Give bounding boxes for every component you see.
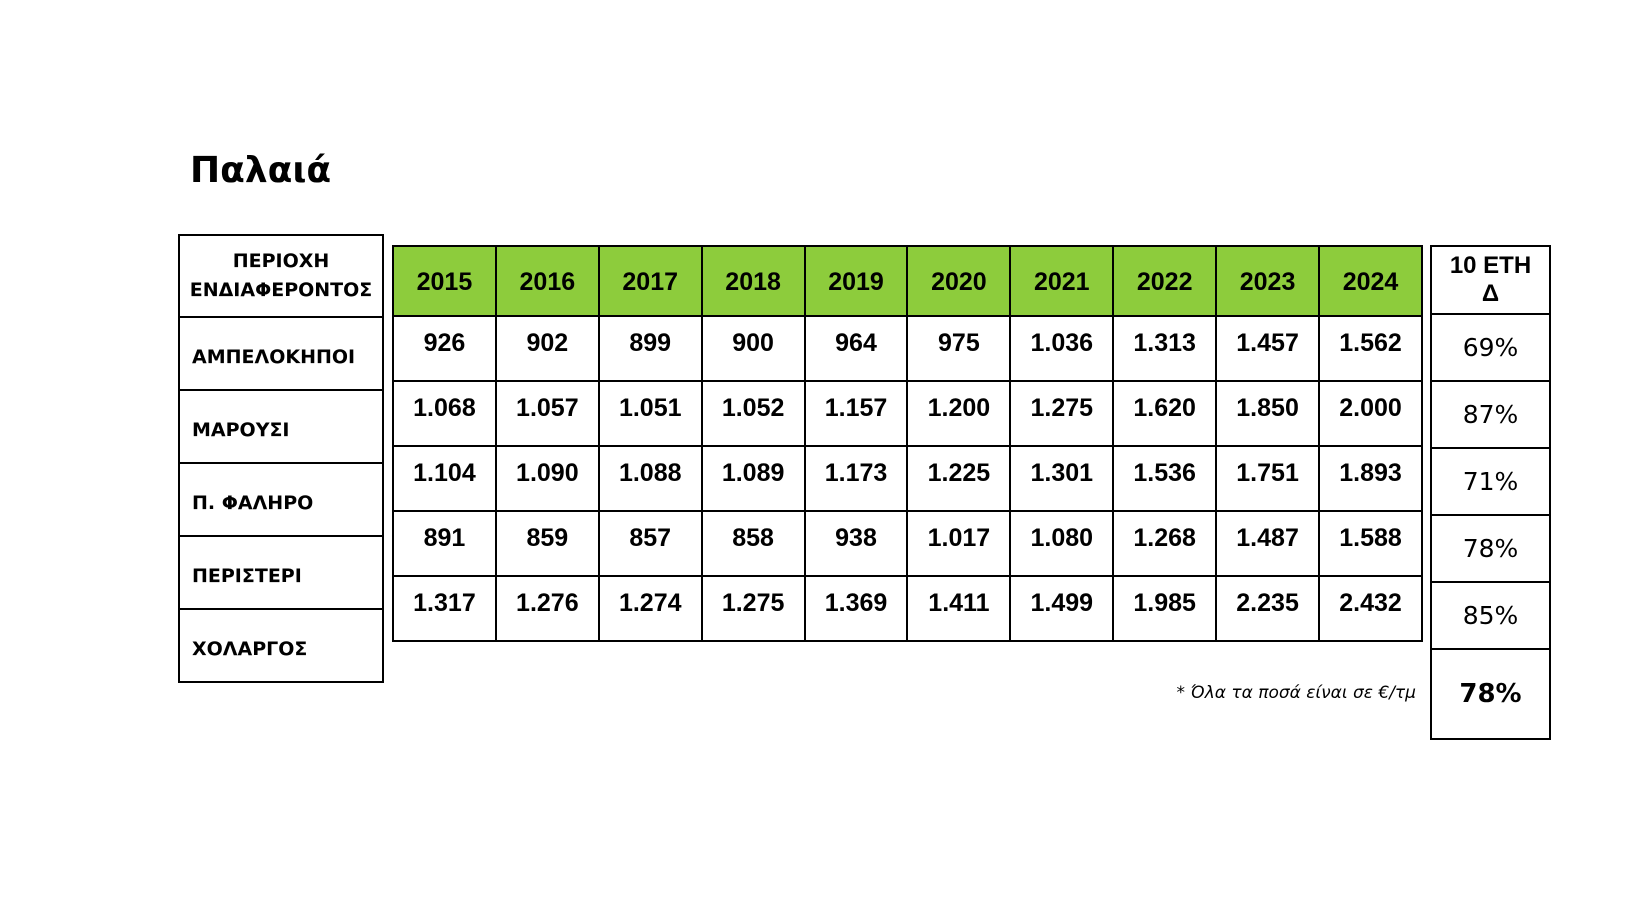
change-cell: 78%	[1430, 514, 1551, 583]
price-cell: 2.432	[1318, 575, 1423, 642]
region-row: ΑΜΠΕΛΟΚΗΠΟΙ	[178, 316, 384, 391]
change-row: 85%	[1430, 581, 1551, 650]
price-cell: 1.369	[803, 575, 909, 642]
region-name: ΠΕΡΙΣΤΕΡΙ	[178, 535, 384, 610]
price-cell: 1.274	[597, 575, 703, 642]
change-cell: 87%	[1430, 380, 1551, 449]
price-cell: 900	[700, 315, 806, 382]
price-cell: 975	[906, 315, 1012, 382]
change-row: 71%	[1430, 447, 1551, 516]
price-cell: 1.088	[597, 445, 703, 512]
region-name: ΑΜΠΕΛΟΚΗΠΟΙ	[178, 316, 384, 391]
region-name: ΜΑΡΟΥΣΙ	[178, 389, 384, 464]
price-cell: 1.301	[1009, 445, 1115, 512]
change-row: 87%	[1430, 380, 1551, 449]
price-cell: 1.893	[1318, 445, 1423, 512]
change-cell: 85%	[1430, 581, 1551, 650]
region-header-line-1: ΠΕΡΙΟΧΗ	[232, 250, 330, 272]
price-cell: 1.275	[700, 575, 806, 642]
change-header: 10 ΕΤΗ Δ	[1430, 245, 1551, 315]
price-cell: 1.173	[803, 445, 909, 512]
average-change-cell: 78%	[1430, 648, 1551, 740]
region-row: Π. ΦΑΛΗΡΟ	[178, 462, 384, 537]
price-cell: 1.588	[1318, 510, 1423, 577]
year-header: 2017	[597, 245, 703, 317]
price-cell: 1.487	[1215, 510, 1321, 577]
year-header: 2018	[700, 245, 806, 317]
year-header: 2022	[1112, 245, 1218, 317]
price-cell: 899	[597, 315, 703, 382]
price-cell: 1.276	[494, 575, 600, 642]
price-cell: 1.499	[1009, 575, 1115, 642]
footnote: * Όλα τα ποσά είναι σε €/τμ	[1176, 683, 1416, 703]
price-cell: 1.985	[1112, 575, 1218, 642]
region-header: ΠΕΡΙΟΧΗ ΕΝΔΙΑΦΕΡΟΝΤΟΣ	[178, 234, 384, 318]
price-cell: 1.157	[803, 380, 909, 447]
year-header: 2020	[906, 245, 1012, 317]
price-cell: 1.275	[1009, 380, 1115, 447]
price-cell: 1.850	[1215, 380, 1321, 447]
price-cell: 1.104	[392, 445, 497, 512]
change-row: 78%	[1430, 514, 1551, 583]
table-row: 1.317 1.276 1.274 1.275 1.369 1.411 1.499 1.985…	[392, 575, 1423, 642]
table-row: 926 902 899 900 964 975 1.036 1.313 1.457 1.562	[392, 315, 1423, 382]
page-title: Παλαιά	[190, 150, 332, 191]
change-table: 10 ΕΤΗ Δ 69% 87% 71% 78% 85% 78%	[1430, 245, 1551, 740]
region-table: ΠΕΡΙΟΧΗ ΕΝΔΙΑΦΕΡΟΝΤΟΣ ΑΜΠΕΛΟΚΗΠΟΙ ΜΑΡΟΥΣΙ…	[178, 234, 384, 683]
year-header: 2023	[1215, 245, 1321, 317]
price-cell: 1.051	[597, 380, 703, 447]
price-cell: 858	[700, 510, 806, 577]
price-cell: 1.536	[1112, 445, 1218, 512]
price-cell: 1.317	[392, 575, 497, 642]
price-cell: 2.000	[1318, 380, 1423, 447]
year-header: 2021	[1009, 245, 1115, 317]
price-cell: 2.235	[1215, 575, 1321, 642]
average-row: 78%	[1430, 648, 1551, 740]
price-cell: 859	[494, 510, 600, 577]
change-header-line-2: Δ	[1481, 280, 1500, 307]
price-cell: 1.411	[906, 575, 1012, 642]
price-cell: 1.562	[1318, 315, 1423, 382]
table-row: 1.104 1.090 1.088 1.089 1.173 1.225 1.301 1.536…	[392, 445, 1423, 512]
price-cell: 1.036	[1009, 315, 1115, 382]
year-header: 2015	[392, 245, 497, 317]
price-table: 2015 2016 2017 2018 2019 2020 2021 2022 2023 2024…	[392, 245, 1423, 642]
price-cell: 1.457	[1215, 315, 1321, 382]
table-row: 1.068 1.057 1.051 1.052 1.157 1.200 1.275 1.620…	[392, 380, 1423, 447]
price-cell: 1.052	[700, 380, 806, 447]
year-header-row: 2015 2016 2017 2018 2019 2020 2021 2022 2023 2024	[392, 245, 1423, 317]
price-cell: 1.620	[1112, 380, 1218, 447]
price-cell: 1.200	[906, 380, 1012, 447]
change-row: 69%	[1430, 313, 1551, 382]
region-row: ΧΟΛΑΡΓΟΣ	[178, 608, 384, 683]
price-cell: 1.080	[1009, 510, 1115, 577]
price-cell: 891	[392, 510, 497, 577]
price-cell: 926	[392, 315, 497, 382]
price-cell: 1.017	[906, 510, 1012, 577]
region-row: ΠΕΡΙΣΤΕΡΙ	[178, 535, 384, 610]
price-cell: 857	[597, 510, 703, 577]
price-cell: 1.068	[392, 380, 497, 447]
price-cell: 938	[803, 510, 909, 577]
region-name: Π. ΦΑΛΗΡΟ	[178, 462, 384, 537]
price-cell: 1.089	[700, 445, 806, 512]
price-cell: 902	[494, 315, 600, 382]
change-header-line-1: 10 ΕΤΗ	[1449, 252, 1532, 279]
price-cell: 1.751	[1215, 445, 1321, 512]
change-cell: 71%	[1430, 447, 1551, 516]
price-cell: 1.268	[1112, 510, 1218, 577]
price-cell: 964	[803, 315, 909, 382]
price-cell: 1.225	[906, 445, 1012, 512]
region-name: ΧΟΛΑΡΓΟΣ	[178, 608, 384, 683]
price-cell: 1.090	[494, 445, 600, 512]
year-header: 2019	[803, 245, 909, 317]
region-row: ΜΑΡΟΥΣΙ	[178, 389, 384, 464]
year-header: 2024	[1318, 245, 1423, 317]
price-cell: 1.057	[494, 380, 600, 447]
region-header-line-2: ΕΝΔΙΑΦΕΡΟΝΤΟΣ	[189, 279, 373, 301]
price-cell: 1.313	[1112, 315, 1218, 382]
year-header: 2016	[494, 245, 600, 317]
change-cell: 69%	[1430, 313, 1551, 382]
table-row: 891 859 857 858 938 1.017 1.080 1.268 1.487 1.588	[392, 510, 1423, 577]
